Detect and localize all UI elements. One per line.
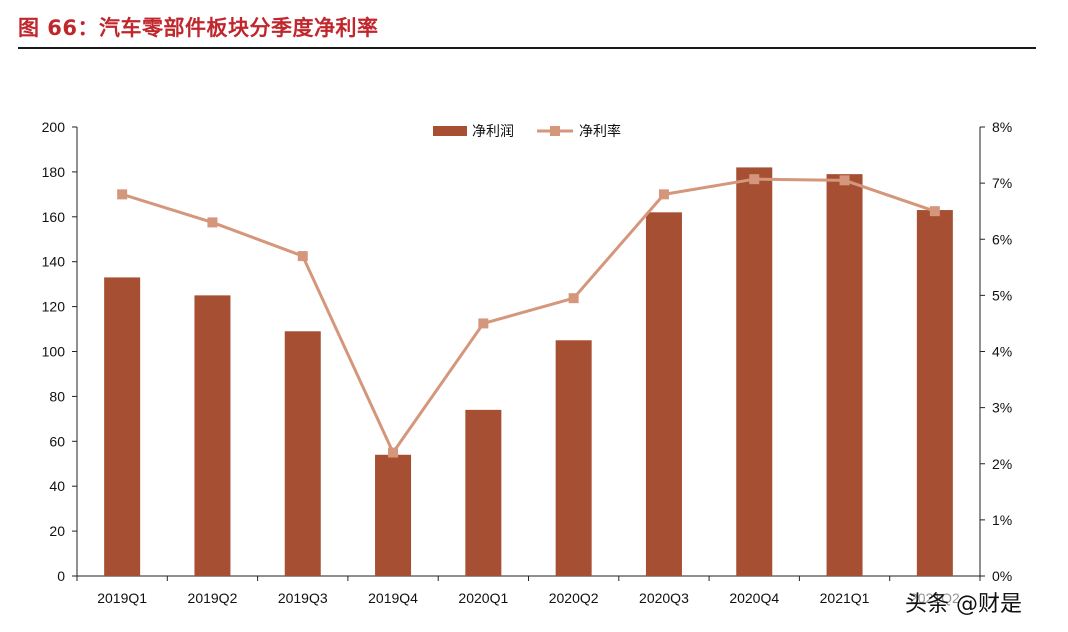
bar [465,409,502,576]
bar [555,340,592,576]
line-path [121,177,936,455]
y-right-tick-label: 0% [992,568,1012,584]
bar [375,454,412,576]
figure-title: 图 66：汽车零部件板块分季度净利率 [18,16,379,40]
y-left-tick-label: 0 [57,568,65,584]
bar-series [104,167,953,576]
bar [645,212,682,576]
y-right-tick-label: 5% [992,287,1012,303]
line-point [207,217,218,228]
legend-swatch-marker [550,126,560,136]
y-left-tick-label: 40 [49,478,65,494]
watermark: 头条 @财是 [903,586,1024,618]
chart-axes: 0 20 40 60 80 100 120 140 160 180 200 0% 1% 2% 3% 4% 5% 6… [42,119,1013,606]
x-tick-label: 2019Q2 [188,590,238,606]
x-tick-label: 2020Q4 [729,590,779,606]
y-left-tick-label: 60 [49,433,65,449]
chart-legend: 净利润 净利率 [433,123,621,140]
line-point [929,206,940,217]
y-left-tick-label: 80 [49,388,65,404]
x-tick-label: 2020Q2 [549,590,599,606]
y-left-tick-label: 120 [42,299,66,315]
line-point [568,293,579,304]
line-point [839,175,850,186]
bar [826,174,863,576]
bar [736,167,773,576]
bar [916,210,953,576]
y-right-tick-label: 6% [992,231,1012,247]
line-point [658,189,669,200]
x-tick-label: 2019Q3 [278,590,328,606]
y-left-tick-label: 180 [42,164,66,180]
line-point [297,251,308,262]
bar [284,331,321,576]
y-left-tick-label: 20 [49,523,65,539]
line-point [388,447,399,458]
bar [104,277,141,576]
x-tick-label: 2020Q1 [458,590,508,606]
line-series [117,174,940,458]
line-point [117,189,128,200]
y-right-tick-label: 3% [992,400,1012,416]
title-rule [18,47,1036,49]
y-left-tick-label: 200 [42,119,66,135]
y-right-tick-label: 8% [992,119,1012,135]
legend-label-bar: 净利润 [472,124,514,140]
y-right-tick-label: 7% [992,175,1012,191]
legend-swatch-bar [433,126,467,136]
line-point [478,318,489,329]
bar [194,295,231,576]
y-left-tick-label: 160 [42,209,66,225]
y-left-tick-label: 100 [42,344,66,360]
x-tick-label: 2021Q1 [820,590,870,606]
legend-label-line: 净利率 [579,123,621,140]
y-left-tick-label: 140 [42,254,66,270]
x-tick-label: 2019Q1 [97,590,147,606]
line-point [749,174,760,185]
y-right-tick-label: 2% [992,456,1012,472]
x-tick-label: 2019Q4 [368,590,418,606]
x-tick-label: 2020Q3 [639,590,689,606]
y-right-tick-label: 4% [992,344,1012,360]
y-right-tick-label: 1% [992,512,1012,528]
